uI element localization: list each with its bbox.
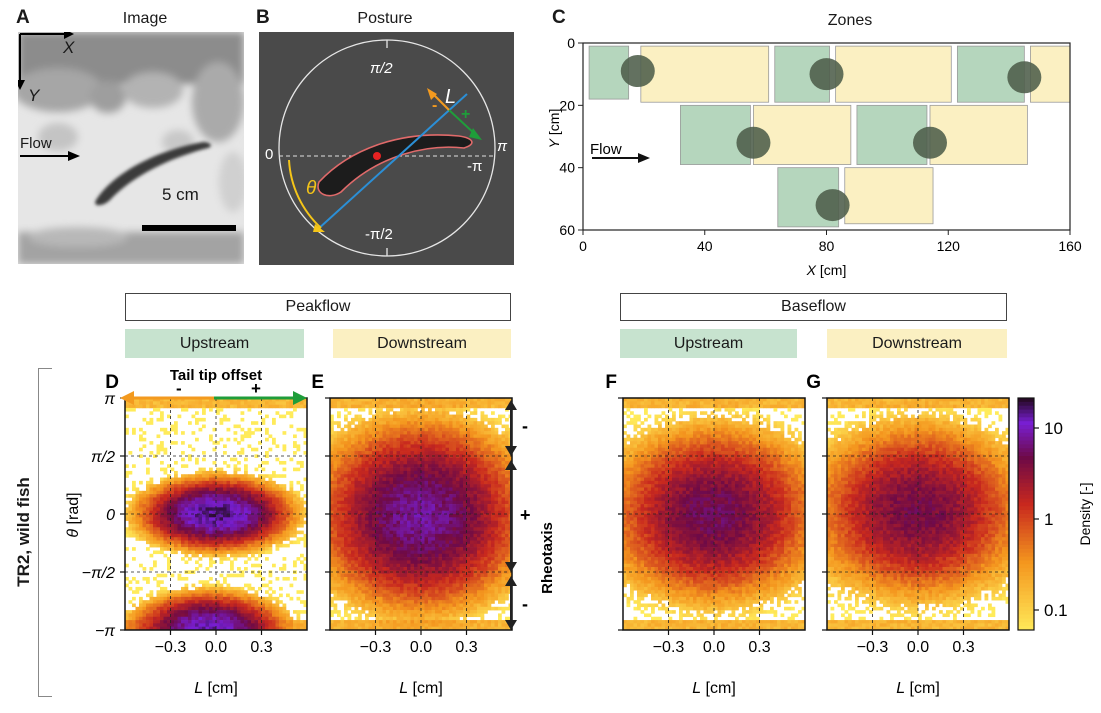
upstream-header-base: Upstream bbox=[620, 329, 797, 358]
xtick-label: 0.3 bbox=[748, 639, 770, 656]
l-minus-sign: - bbox=[432, 97, 438, 114]
xtick-label: 0.3 bbox=[455, 639, 477, 656]
panel-title-posture: Posture bbox=[357, 10, 413, 27]
heatmap-figure: π π/2 0 −π/2 −π −0.3 0.0 0.3 L [cm] D −0.3 0.0 0.3 L … bbox=[65, 367, 1093, 697]
fish-silhouette bbox=[95, 142, 211, 206]
xtick-label: −0.3 bbox=[857, 639, 889, 656]
fish-blob bbox=[912, 126, 947, 159]
upstream-header-peak: Upstream bbox=[125, 329, 304, 358]
xtick-label: −0.3 bbox=[653, 639, 685, 656]
axis-x-label: X bbox=[63, 38, 75, 57]
row-bracket bbox=[38, 368, 39, 696]
panel-label-a: A bbox=[16, 7, 30, 28]
zones-chart: 0 40 80 120 160 0 20 40 60 X [cm] Y [cm] Flow bbox=[540, 30, 1100, 290]
panel-title-zones: Zones bbox=[827, 12, 873, 29]
peakflow-header: Peakflow bbox=[125, 293, 511, 321]
downstream-zone bbox=[835, 45, 952, 103]
zones-xtick: 0 bbox=[579, 238, 587, 254]
xtick-label: −0.3 bbox=[360, 639, 392, 656]
rheotaxis-minus-bottom: - bbox=[522, 594, 528, 614]
xtick-label: 0.0 bbox=[410, 639, 432, 656]
fish-blob bbox=[809, 58, 844, 91]
zones-ytick: 60 bbox=[559, 222, 575, 238]
tick-pi-half: π/2 bbox=[370, 60, 393, 77]
fish-blob bbox=[815, 189, 850, 222]
fish-photo bbox=[13, 29, 247, 264]
heatmap-g: −0.3 0.0 0.3 L [cm] G bbox=[806, 372, 1010, 697]
rheotaxis-minus-top: - bbox=[522, 416, 528, 436]
downstream-header-base: Downstream bbox=[827, 329, 1007, 358]
fish-blob bbox=[1007, 61, 1042, 94]
heatmap-xlabel: L [cm] bbox=[399, 680, 443, 697]
xtick-label: 0.3 bbox=[250, 639, 272, 656]
scale-bar bbox=[142, 225, 236, 231]
fish-blob bbox=[620, 55, 655, 88]
downstream-header-peak: Downstream bbox=[333, 329, 511, 358]
zones-ylabel: Y [cm] bbox=[546, 109, 562, 149]
xtick-label: 0.0 bbox=[205, 639, 227, 656]
colorbar-tick: 10 bbox=[1044, 419, 1063, 438]
downstream-zone bbox=[753, 104, 852, 165]
flow-label-a: Flow bbox=[20, 135, 52, 152]
heatmap-e: −0.3 0.0 0.3 L [cm] E bbox=[311, 372, 513, 697]
ytick-label: 0 bbox=[106, 507, 115, 524]
ytick-label: π/2 bbox=[91, 449, 115, 466]
fish-blob bbox=[736, 126, 771, 159]
tick-zero: 0 bbox=[265, 146, 274, 163]
zones-ytick: 0 bbox=[567, 35, 575, 51]
zones-xtick: 40 bbox=[697, 238, 713, 254]
tick-pi: π bbox=[497, 138, 508, 155]
heatmap-ylabel: θ [rad] bbox=[65, 492, 82, 537]
downstream-zone bbox=[929, 104, 1028, 165]
posture-panel bbox=[259, 32, 514, 265]
l-symbol: L bbox=[445, 86, 457, 108]
panel-title-image: Image bbox=[122, 10, 168, 27]
heatmap-d: π π/2 0 −π/2 −π −0.3 0.0 0.3 L [cm] D bbox=[82, 372, 308, 697]
panel-label-e: E bbox=[311, 372, 324, 393]
l-plus-sign: + bbox=[461, 106, 471, 123]
theta-symbol: θ bbox=[306, 178, 317, 199]
ytick-label: −π/2 bbox=[82, 565, 116, 582]
panel-label-b: B bbox=[256, 7, 270, 28]
xtick-label: 0.3 bbox=[952, 639, 974, 656]
xtick-label: 0.0 bbox=[907, 639, 929, 656]
rheotaxis-label: Rheotaxis bbox=[539, 522, 556, 594]
flow-label-c: Flow bbox=[590, 141, 622, 158]
heatmap-xlabel: L [cm] bbox=[896, 680, 940, 697]
zones-xlabel: X [cm] bbox=[806, 262, 847, 278]
zones-xtick: 80 bbox=[819, 238, 835, 254]
zones-xtick: 120 bbox=[937, 238, 961, 254]
downstream-zone bbox=[844, 167, 934, 225]
xtick-label: 0.0 bbox=[703, 639, 725, 656]
downstream-zone bbox=[640, 45, 770, 103]
panel-label-f: F bbox=[605, 372, 617, 393]
axis-y-label: Y bbox=[28, 86, 40, 105]
tail-tip-minus: - bbox=[176, 379, 182, 398]
tick-minus-pi-half: -π/2 bbox=[365, 226, 393, 243]
heatmap-xlabel: L [cm] bbox=[194, 680, 238, 697]
baseflow-header: Baseflow bbox=[620, 293, 1007, 321]
xtick-label: −0.3 bbox=[155, 639, 187, 656]
upstream-zone bbox=[679, 104, 751, 165]
tail-tip-plus: + bbox=[251, 379, 261, 398]
tail-tip-label: Tail tip offset bbox=[170, 367, 262, 384]
heatmap-f: −0.3 0.0 0.3 L [cm] F bbox=[605, 372, 806, 697]
tick-minus-pi: -π bbox=[467, 158, 483, 175]
panel-label-g: G bbox=[806, 372, 821, 393]
scalebar-label: 5 cm bbox=[162, 185, 199, 204]
ytick-label: −π bbox=[95, 623, 115, 640]
zones-xtick: 160 bbox=[1058, 238, 1082, 254]
zones-ytick: 40 bbox=[559, 160, 575, 176]
colorbar bbox=[1017, 397, 1035, 631]
panel-label-d: D bbox=[105, 372, 119, 393]
panel-label-c: C bbox=[552, 7, 566, 28]
colorbar-tick: 0.1 bbox=[1044, 601, 1068, 620]
colorbar-tick: 1 bbox=[1044, 510, 1053, 529]
zones-ytick: 20 bbox=[559, 97, 575, 113]
ytick-label: π bbox=[104, 391, 115, 408]
heatmap-xlabel: L [cm] bbox=[692, 680, 736, 697]
colorbar-label: Density [-] bbox=[1077, 482, 1093, 545]
rheotaxis-plus: + bbox=[520, 505, 531, 525]
